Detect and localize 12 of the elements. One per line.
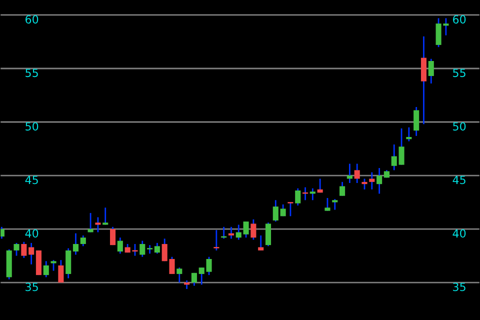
y-tick-label: 35 (26, 282, 38, 292)
y2-tick-label: 45 (452, 176, 466, 184)
y-tick-label: 50 (26, 122, 38, 131)
y-tick-label: 60 (26, 15, 38, 24)
y2-tick-label: 50 (453, 122, 466, 131)
y-tick-label: 45 (25, 176, 38, 184)
y-tick-label: 55 (26, 68, 38, 78)
y2-tick-label: 60 (453, 15, 466, 24)
y2-tick-label: 40 (452, 229, 466, 238)
y2-tick-label: 55 (453, 68, 466, 78)
y2-tick-label: 35 (453, 282, 466, 292)
y-tick-label: 40 (25, 229, 38, 238)
